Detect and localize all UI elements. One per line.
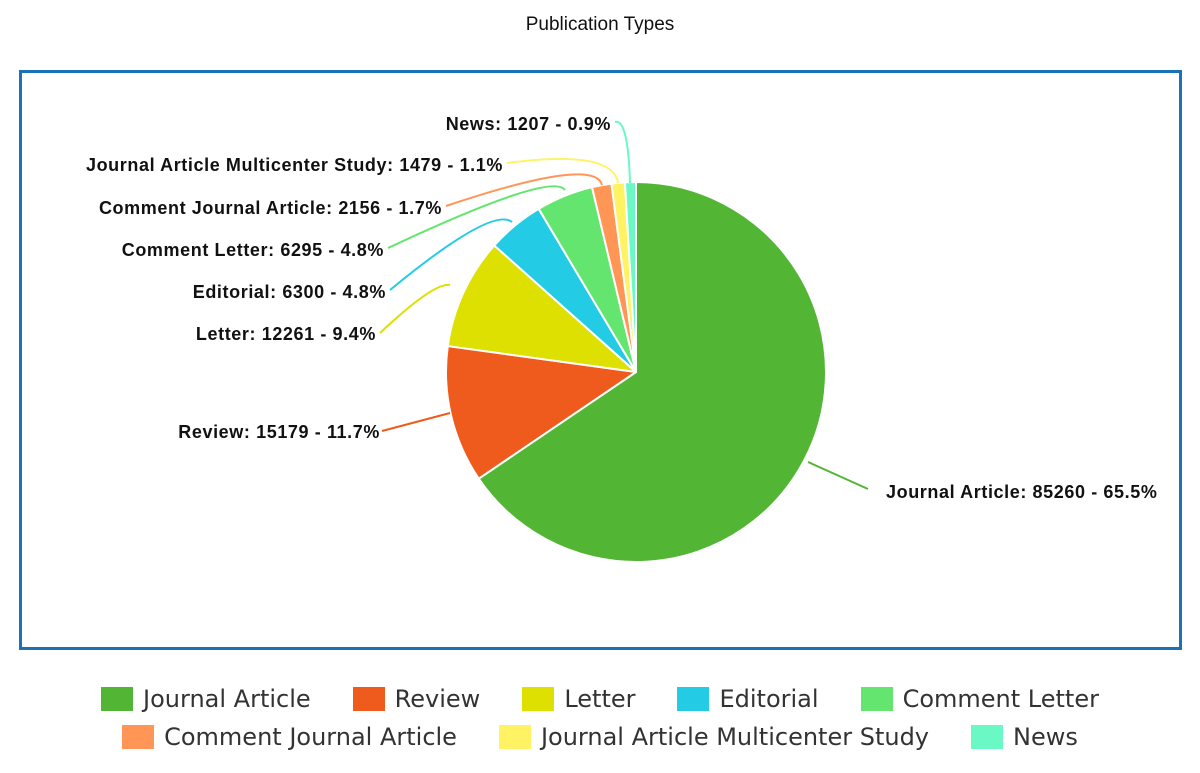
legend: Journal Article Review Letter Editorial Comm… <box>0 680 1200 756</box>
slice-label: Journal Article: 85260 - 65.5% <box>886 482 1157 502</box>
legend-label: Comment Journal Article <box>164 723 457 751</box>
leader-line <box>381 412 451 432</box>
slice-label: Letter: 12261 - 9.4% <box>196 324 376 344</box>
leader-lines <box>379 120 869 490</box>
legend-item[interactable]: Journal Article <box>101 685 311 713</box>
leader-line <box>807 461 869 490</box>
leader-line <box>387 185 566 249</box>
legend-item[interactable]: Letter <box>522 685 635 713</box>
chart-frame <box>19 70 1182 650</box>
leader-line <box>389 218 513 291</box>
legend-label: Letter <box>564 685 636 713</box>
slice-label: News: 1207 - 0.9% <box>446 114 611 134</box>
leader-line <box>506 158 619 184</box>
slice-label: Comment Journal Article: 2156 - 1.7% <box>99 198 442 218</box>
slice-label: Editorial: 6300 - 4.8% <box>193 282 386 302</box>
pie-slice-journal-article[interactable] <box>477 181 827 563</box>
leader-line <box>445 173 603 207</box>
legend-label: Review <box>394 685 481 713</box>
legend-label: News <box>1013 723 1078 751</box>
leader-line <box>614 120 631 184</box>
legend-item[interactable]: Editorial <box>677 685 819 713</box>
legend-label: Journal Article <box>143 685 311 713</box>
legend-item[interactable]: Comment Journal Article <box>122 723 457 751</box>
legend-label: Comment Letter <box>902 685 1099 713</box>
slice-labels: Journal Article: 85260 - 65.5% Review: 15… <box>86 114 1157 502</box>
legend-swatch <box>352 687 385 711</box>
legend-item[interactable]: Comment Letter <box>860 685 1099 713</box>
leader-line <box>379 283 451 334</box>
slice-label: Review: 15179 - 11.7% <box>178 422 380 442</box>
legend-swatch <box>522 687 555 711</box>
legend-swatch <box>101 687 134 711</box>
legend-swatch <box>122 725 155 749</box>
legend-item[interactable]: Journal Article Multicenter Study <box>498 723 930 751</box>
slice-label: Journal Article Multicenter Study: 1479 … <box>86 155 503 175</box>
pie-slice-review[interactable] <box>445 345 637 480</box>
legend-item[interactable]: News <box>971 723 1078 751</box>
pie-slices <box>445 181 827 563</box>
legend-label: Editorial <box>719 685 819 713</box>
slice-label: Comment Letter: 6295 - 4.8% <box>122 240 384 260</box>
legend-item[interactable]: Review <box>352 685 481 713</box>
legend-swatch <box>498 725 531 749</box>
pie-slice-letter[interactable] <box>446 244 637 373</box>
legend-row-2: Comment Journal Article Journal Article M… <box>0 718 1200 756</box>
legend-label: Journal Article Multicenter Study <box>540 723 930 751</box>
legend-swatch <box>860 687 893 711</box>
legend-swatch <box>677 687 710 711</box>
legend-row-1: Journal Article Review Letter Editorial Comm… <box>0 680 1200 718</box>
chart-title: Publication Types <box>525 14 675 35</box>
legend-swatch <box>971 725 1004 749</box>
